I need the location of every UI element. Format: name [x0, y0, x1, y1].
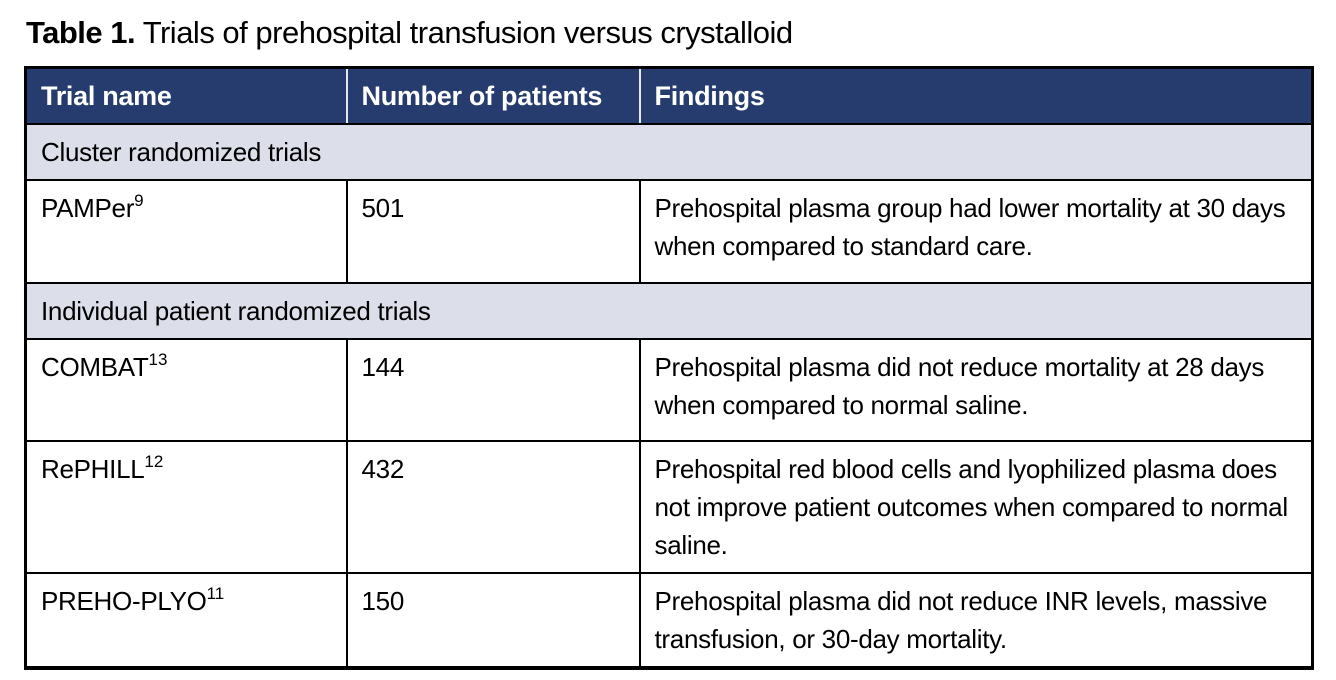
trial-name-cell: PAMPer9	[25, 179, 347, 284]
column-header-number-of-patients: Number of patients	[345, 67, 640, 125]
reference-superscript: 9	[134, 191, 144, 210]
table-caption-text: Trials of prehospital transfusion versus…	[135, 15, 793, 50]
trial-name-cell: COMBAT13	[25, 338, 347, 442]
section-row-individual: Individual patient randomized trials	[25, 282, 1313, 340]
table-row-preho-plyo: PREHO-PLYO11 150 Prehospital plasma did …	[25, 572, 1313, 669]
section-row-cluster: Cluster randomized trials	[25, 123, 1313, 181]
trial-name-cell: PREHO-PLYO11	[25, 572, 347, 669]
trial-name: PREHO-PLYO	[41, 586, 207, 616]
section-label: Cluster randomized trials	[25, 123, 1313, 181]
table-caption-label: Table 1.	[26, 15, 136, 50]
trial-name: RePHILL	[41, 454, 145, 484]
column-header-findings: Findings	[638, 67, 1313, 125]
patients-cell: 150	[345, 572, 640, 669]
table-row-combat: COMBAT13 144 Prehospital plasma did not …	[25, 338, 1313, 442]
reference-superscript: 13	[148, 350, 168, 369]
findings-cell: Prehospital red blood cells and lyophili…	[638, 440, 1313, 574]
findings-cell: Prehospital plasma did not reduce INR le…	[638, 572, 1313, 669]
trial-name: PAMPer	[41, 193, 135, 223]
table-row-rephill: RePHILL12 432 Prehospital red blood cell…	[25, 440, 1313, 574]
patients-cell: 501	[345, 179, 640, 284]
reference-superscript: 11	[206, 584, 225, 603]
patients-cell: 144	[345, 338, 640, 442]
table-caption: Table 1. Trials of prehospital transfusi…	[26, 14, 1312, 52]
trial-name: COMBAT	[41, 352, 149, 382]
findings-cell: Prehospital plasma did not reduce mortal…	[638, 338, 1313, 442]
table-row-pamper: PAMPer9 501 Prehospital plasma group had…	[25, 179, 1313, 284]
findings-cell: Prehospital plasma group had lower morta…	[638, 179, 1313, 284]
column-header-trial-name: Trial name	[25, 67, 347, 125]
table-header-row: Trial name Number of patients Findings	[25, 67, 1313, 125]
trial-name-cell: RePHILL12	[25, 440, 347, 574]
reference-superscript: 12	[144, 452, 164, 471]
patients-cell: 432	[345, 440, 640, 574]
section-label: Individual patient randomized trials	[25, 282, 1313, 340]
trials-table: Trial name Number of patients Findings C…	[24, 66, 1314, 670]
